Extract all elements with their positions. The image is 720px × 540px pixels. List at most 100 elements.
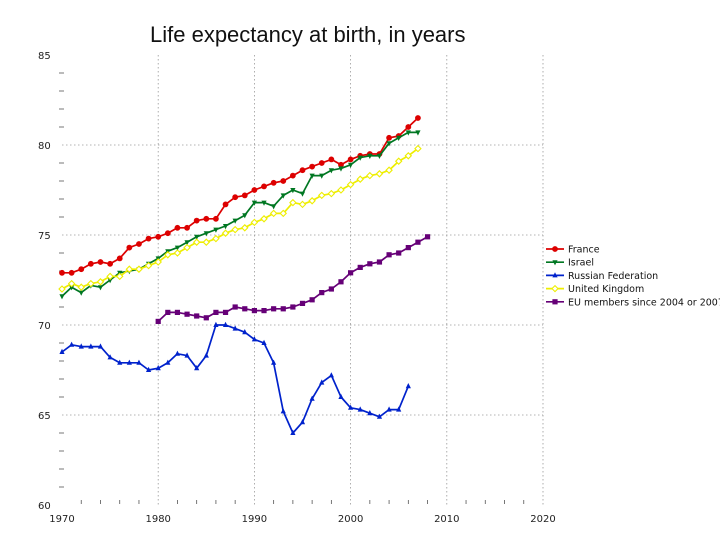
data-point: [68, 269, 75, 276]
data-point: [338, 279, 344, 285]
data-point: [97, 343, 104, 349]
data-point: [231, 225, 239, 234]
data-point: [221, 229, 230, 237]
data-point: [415, 115, 421, 121]
data-point: [213, 321, 219, 327]
data-point: [107, 260, 113, 267]
data-point: [261, 308, 267, 314]
data-point: [192, 238, 201, 246]
data-point: [184, 240, 190, 246]
data-point: [203, 352, 209, 358]
data-point: [260, 215, 268, 223]
x-tick-label: 2020: [530, 514, 555, 525]
data-point: [405, 130, 411, 136]
data-point: [376, 153, 383, 159]
data-point: [241, 192, 248, 199]
data-point: [232, 194, 239, 201]
data-point: [299, 191, 306, 197]
data-point: [107, 278, 113, 284]
y-tick-label: 75: [38, 231, 51, 242]
legend-marker: [552, 246, 558, 252]
y-tick-label: 70: [38, 321, 51, 332]
data-point: [290, 429, 296, 435]
data-point: [164, 230, 171, 237]
data-point: [194, 313, 200, 319]
series-line: [61, 131, 418, 297]
data-point: [96, 278, 105, 286]
data-point: [69, 341, 75, 347]
data-point: [242, 329, 248, 335]
data-point: [318, 160, 325, 166]
data-point: [241, 224, 249, 232]
data-point: [203, 315, 209, 321]
data-point: [58, 285, 66, 293]
y-tick-label: 65: [38, 411, 51, 422]
data-point: [386, 134, 392, 141]
data-point: [261, 339, 267, 345]
data-point: [289, 198, 297, 207]
data-point: [280, 193, 286, 199]
data-point: [232, 325, 238, 331]
data-point: [203, 231, 209, 237]
data-point: [145, 366, 152, 372]
data-point: [184, 352, 190, 358]
data-point: [394, 157, 403, 165]
data-point: [327, 189, 336, 198]
data-point: [213, 215, 219, 222]
data-point: [309, 173, 315, 179]
data-point: [328, 156, 335, 163]
legend-label: Israel: [568, 258, 594, 269]
legend-marker: [552, 272, 558, 278]
data-point: [299, 300, 306, 306]
data-point: [280, 306, 286, 312]
data-point: [106, 272, 114, 281]
data-point: [116, 255, 123, 262]
data-point: [270, 179, 277, 186]
data-point: [174, 309, 181, 315]
data-point: [155, 318, 161, 324]
data-point: [165, 309, 171, 315]
legend-label: United Kingdom: [568, 284, 644, 295]
data-point: [337, 186, 345, 194]
data-point: [319, 379, 325, 385]
y-tick-label: 60: [38, 501, 51, 512]
data-point: [414, 144, 422, 153]
data-point: [309, 163, 316, 170]
data-point: [184, 311, 190, 317]
data-point: [184, 224, 190, 231]
data-point: [107, 354, 113, 360]
data-point: [290, 188, 296, 194]
data-point: [289, 172, 296, 179]
y-tick-label: 80: [38, 141, 51, 152]
data-point: [424, 234, 431, 240]
data-point: [232, 304, 238, 310]
data-point: [165, 359, 171, 365]
data-point: [59, 294, 65, 300]
data-point: [376, 413, 383, 419]
data-point: [357, 264, 363, 270]
data-point: [78, 343, 84, 349]
data-point: [396, 135, 402, 141]
data-point: [88, 343, 94, 349]
series-united-kingdom: [58, 144, 422, 293]
data-point: [242, 306, 248, 312]
data-point: [386, 252, 392, 258]
data-point: [222, 309, 229, 315]
data-point: [261, 183, 267, 190]
data-point: [375, 170, 384, 178]
data-point: [338, 393, 344, 399]
data-point: [213, 309, 219, 315]
data-point: [202, 238, 211, 246]
data-point: [415, 130, 421, 136]
data-point: [299, 419, 306, 425]
data-point: [174, 224, 181, 231]
data-point: [144, 261, 153, 270]
data-point: [154, 258, 162, 266]
data-point: [251, 336, 257, 342]
data-point: [232, 218, 238, 224]
data-point: [348, 404, 354, 410]
data-point: [367, 410, 373, 416]
data-point: [242, 213, 248, 219]
data-point: [298, 200, 307, 209]
data-point: [145, 235, 152, 242]
